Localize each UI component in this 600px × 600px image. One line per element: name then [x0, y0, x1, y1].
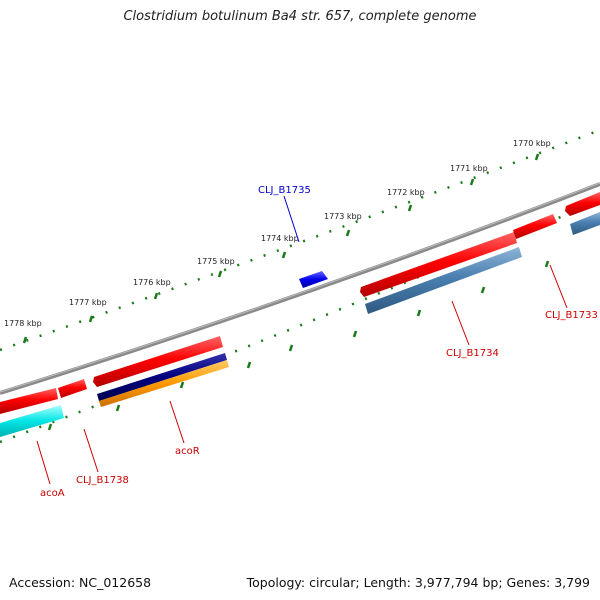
scale-label-1770: 1770 kbp: [513, 139, 551, 148]
scale-label-1773: 1773 kbp: [324, 212, 362, 221]
label-clj-b1734: CLJ_B1734: [446, 348, 499, 359]
scale-label-1778: 1778 kbp: [4, 319, 42, 328]
gene-acor-red[interactable]: [93, 336, 223, 387]
genome-backbone: [0, 182, 600, 395]
label-acoa: acoA: [40, 488, 65, 499]
gene-acoa-red[interactable]: [0, 388, 58, 414]
genome-backbone-highlight: [0, 182, 600, 393]
gene-acor-orange[interactable]: [99, 360, 229, 407]
scale-label-1775: 1775 kbp: [197, 257, 235, 266]
genome-stats-text: Topology: circular; Length: 3,977,794 bp…: [246, 575, 590, 590]
gene-clj-b1734-steelblue[interactable]: [365, 247, 522, 314]
scale-label-1771: 1771 kbp: [450, 164, 488, 173]
scale-label-1774: 1774 kbp: [261, 234, 299, 243]
accession-text: Accession: NC_012658: [9, 575, 152, 590]
gene-clj-b1734-red[interactable]: [360, 232, 517, 297]
map-title: Clostridium botulinum Ba4 str. 657, comp…: [123, 9, 477, 24]
label-acor: acoR: [175, 446, 200, 457]
gene-acor-navy[interactable]: [97, 353, 227, 401]
scale-label-1772: 1772 kbp: [387, 188, 425, 197]
scale-labels: 1770 kbp 1771 kbp 1772 kbp 1773 kbp 1774…: [4, 139, 551, 328]
label-clj-b1735: CLJ_B1735: [258, 185, 311, 196]
scale-label-1776: 1776 kbp: [133, 278, 171, 287]
outer-major-ticks: [22, 153, 540, 344]
gene-clj-b1733-steelblue[interactable]: [570, 212, 600, 235]
gene-clj-b1733-red[interactable]: [513, 214, 557, 239]
scale-label-1777: 1777 kbp: [69, 298, 107, 307]
label-clj-b1738: CLJ_B1738: [76, 475, 129, 486]
gene-clj-b1735[interactable]: [299, 271, 328, 288]
inner-major-ticks: [47, 260, 550, 431]
label-clj-b1733: CLJ_B1733: [545, 310, 598, 321]
gene-label-leaders: [36, 195, 568, 485]
gene-clj-b1738-red[interactable]: [58, 379, 87, 398]
gene-acoa-cyan[interactable]: [0, 405, 64, 437]
gene-edge-red[interactable]: [565, 192, 600, 216]
